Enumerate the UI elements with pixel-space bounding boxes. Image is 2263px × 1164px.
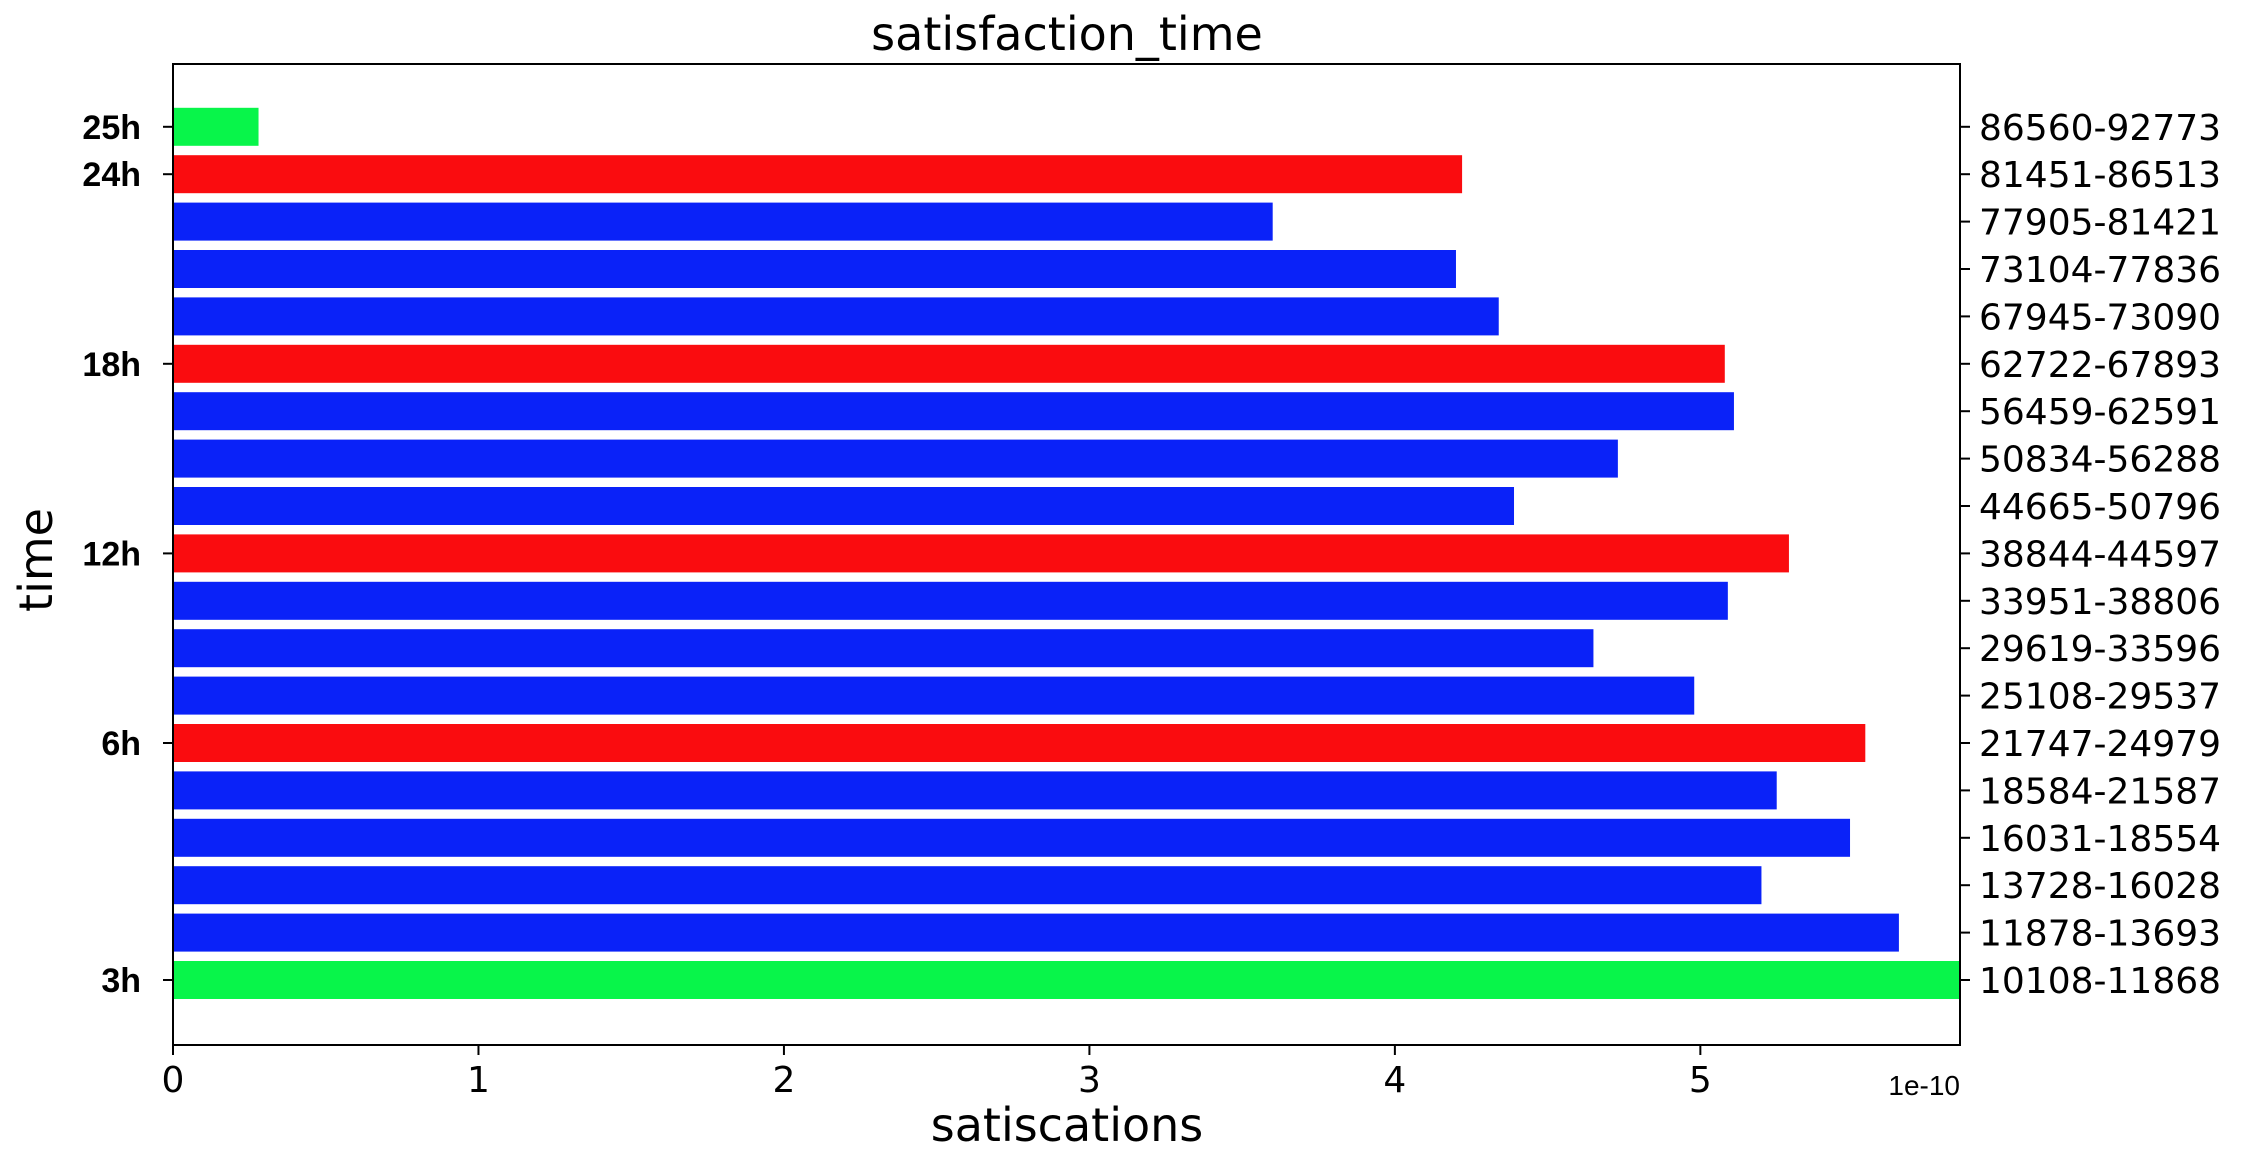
bar-13728-16028 [173, 866, 1762, 905]
x-axis-offset-label: 1e-10 [1888, 1070, 1960, 1101]
x-tick-label-1: 1 [467, 1060, 490, 1101]
right-tick-label-25108-29537: 25108-29537 [1979, 677, 2221, 718]
left-tick-label-12h: 12h [82, 535, 141, 573]
bar-56459-62591 [173, 392, 1734, 431]
right-tick-label-10108-11868: 10108-11868 [1979, 961, 2221, 1002]
bar-25108-29537 [173, 676, 1695, 715]
bar-29619-33596 [173, 629, 1594, 668]
right-tick-label-86560-92773: 86560-92773 [1979, 108, 2221, 149]
right-tick-label-38844-44597: 38844-44597 [1979, 534, 2221, 575]
right-tick-label-44665-50796: 44665-50796 [1979, 487, 2221, 528]
bar-67945-73090 [173, 297, 1499, 336]
right-tick-label-62722-67893: 62722-67893 [1979, 345, 2221, 386]
axes-layer: 0 1 2 3 4 5 3h 6h 12h 18h 24h 25h 10108-11868 11878-1… [82, 63, 2221, 1101]
right-tick-label-67945-73090: 67945-73090 [1979, 297, 2221, 338]
right-tick-label-16031-18554: 16031-18554 [1979, 819, 2221, 860]
x-tick-label-5: 5 [1689, 1060, 1712, 1101]
right-tick-label-56459-62591: 56459-62591 [1979, 392, 2221, 433]
right-tick-label-77905-81421: 77905-81421 [1979, 203, 2221, 244]
right-tick-label-50834-56288: 50834-56288 [1979, 440, 2221, 481]
right-tick-label-21747-24979: 21747-24979 [1979, 724, 2221, 765]
x-axis-label: satiscations [931, 1098, 1204, 1152]
bar-86560-92773 [173, 107, 259, 146]
right-tick-label-33951-38806: 33951-38806 [1979, 582, 2221, 623]
bar-11878-13693 [173, 913, 1899, 952]
right-tick-label-29619-33596: 29619-33596 [1979, 629, 2221, 670]
left-tick-label-3h: 3h [101, 962, 141, 1000]
x-tick-label-0: 0 [162, 1060, 185, 1101]
bar-38844-44597 [173, 534, 1789, 573]
bar-50834-56288 [173, 439, 1618, 478]
left-tick-label-25h: 25h [82, 109, 141, 147]
right-tick-label-81451-86513: 81451-86513 [1979, 155, 2221, 196]
left-tick-label-6h: 6h [101, 725, 141, 763]
bar-33951-38806 [173, 581, 1728, 620]
bar-16031-18554 [173, 818, 1851, 857]
x-tick-label-4: 4 [1383, 1060, 1406, 1101]
bar-73104-77836 [173, 250, 1456, 288]
bar-18584-21587 [173, 771, 1777, 810]
chart-title: satisfaction_time [871, 7, 1263, 61]
plot-frame [172, 63, 1961, 1046]
right-tick-label-18584-21587: 18584-21587 [1979, 771, 2221, 812]
bar-77905-81421 [173, 202, 1273, 241]
bar-62722-67893 [173, 344, 1725, 383]
y-axis-label: time [9, 508, 63, 612]
left-tick-label-24h: 24h [82, 156, 141, 194]
right-tick-label-11878-13693: 11878-13693 [1979, 914, 2221, 955]
right-tick-label-13728-16028: 13728-16028 [1979, 866, 2221, 907]
x-tick-label-2: 2 [772, 1060, 795, 1101]
bar-81451-86513 [173, 155, 1463, 194]
x-tick-label-3: 3 [1078, 1060, 1101, 1101]
right-tick-label-73104-77836: 73104-77836 [1979, 250, 2221, 291]
bars-layer [173, 107, 1960, 999]
bar-10108-11868 [173, 961, 1960, 999]
bar-21747-24979 [173, 724, 1866, 762]
bar-44665-50796 [173, 487, 1515, 525]
left-tick-label-18h: 18h [82, 346, 141, 384]
